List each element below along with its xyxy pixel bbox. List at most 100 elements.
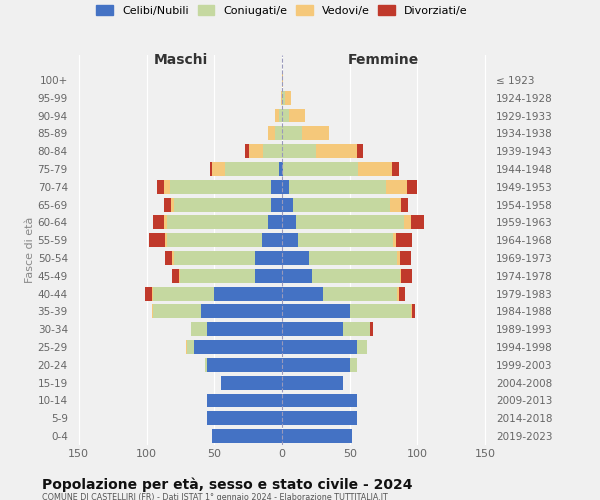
Bar — [282, 180, 289, 194]
Bar — [172, 251, 173, 265]
Bar — [205, 358, 208, 372]
Bar — [350, 358, 356, 372]
Bar — [282, 304, 350, 318]
Bar — [323, 286, 397, 300]
Bar — [208, 412, 282, 425]
Bar — [279, 108, 282, 122]
Bar — [309, 251, 397, 265]
Y-axis label: Fasce di età: Fasce di età — [25, 217, 35, 283]
Bar — [282, 322, 343, 336]
Bar — [149, 234, 166, 247]
Bar — [282, 126, 302, 140]
Bar — [212, 162, 225, 176]
Bar — [157, 180, 164, 194]
Bar — [282, 144, 316, 158]
Bar — [296, 216, 404, 230]
Bar — [343, 322, 370, 336]
Bar — [356, 340, 367, 354]
Bar — [401, 269, 412, 283]
Bar — [164, 180, 170, 194]
Bar — [170, 180, 271, 194]
Bar — [279, 162, 282, 176]
Bar — [186, 340, 187, 354]
Bar — [271, 180, 282, 194]
Bar — [167, 234, 262, 247]
Bar — [283, 162, 358, 176]
Bar — [289, 180, 386, 194]
Bar — [167, 216, 268, 230]
Bar — [282, 251, 309, 265]
Bar — [275, 108, 279, 122]
Bar — [208, 358, 282, 372]
Bar — [225, 162, 279, 176]
Bar — [411, 216, 424, 230]
Bar — [271, 198, 282, 211]
Bar — [358, 162, 392, 176]
Bar — [350, 304, 411, 318]
Bar — [411, 304, 412, 318]
Bar — [285, 91, 292, 104]
Bar — [166, 234, 167, 247]
Bar — [282, 198, 293, 211]
Bar — [282, 429, 352, 443]
Bar — [201, 304, 282, 318]
Bar — [153, 286, 214, 300]
Bar — [282, 234, 298, 247]
Bar — [166, 251, 172, 265]
Bar — [179, 269, 181, 283]
Text: COMUNE DI CASTELLIRI (FR) - Dati ISTAT 1° gennaio 2024 - Elaborazione TUTTITALIA: COMUNE DI CASTELLIRI (FR) - Dati ISTAT 1… — [42, 492, 388, 500]
Bar — [293, 198, 391, 211]
Text: Maschi: Maschi — [153, 54, 208, 68]
Bar — [404, 216, 411, 230]
Bar — [400, 269, 401, 283]
Bar — [214, 286, 282, 300]
Bar — [282, 269, 312, 283]
Bar — [171, 198, 173, 211]
Bar — [397, 251, 400, 265]
Bar — [400, 251, 411, 265]
Bar — [145, 286, 152, 300]
Bar — [250, 144, 263, 158]
Bar — [391, 198, 401, 211]
Bar — [396, 234, 412, 247]
Bar — [153, 304, 201, 318]
Bar — [370, 322, 373, 336]
Bar — [282, 91, 285, 104]
Bar — [187, 340, 194, 354]
Bar — [386, 180, 407, 194]
Bar — [282, 358, 350, 372]
Bar — [194, 340, 282, 354]
Bar — [282, 412, 356, 425]
Bar — [152, 304, 153, 318]
Bar — [212, 429, 282, 443]
Bar — [282, 73, 283, 87]
Text: Femmine: Femmine — [348, 54, 419, 68]
Bar — [164, 216, 167, 230]
Bar — [221, 376, 282, 390]
Bar — [191, 322, 208, 336]
Bar — [393, 234, 396, 247]
Bar — [312, 269, 400, 283]
Bar — [392, 162, 398, 176]
Text: Popolazione per età, sesso e stato civile - 2024: Popolazione per età, sesso e stato civil… — [42, 478, 413, 492]
Bar — [255, 269, 282, 283]
Bar — [262, 234, 282, 247]
Bar — [401, 198, 408, 211]
Bar — [282, 216, 296, 230]
Legend: Celibi/Nubili, Coniugati/e, Vedovi/e, Divorziati/e: Celibi/Nubili, Coniugati/e, Vedovi/e, Di… — [92, 0, 472, 20]
Bar — [208, 322, 282, 336]
Bar — [289, 108, 305, 122]
Bar — [398, 286, 405, 300]
Bar — [153, 216, 164, 230]
Bar — [316, 144, 356, 158]
Bar — [281, 91, 282, 104]
Bar — [282, 162, 283, 176]
Bar — [397, 286, 398, 300]
Bar — [282, 108, 289, 122]
Bar — [172, 269, 179, 283]
Bar — [152, 286, 153, 300]
Bar — [173, 198, 271, 211]
Bar — [173, 251, 255, 265]
Bar — [282, 394, 356, 407]
Bar — [255, 251, 282, 265]
